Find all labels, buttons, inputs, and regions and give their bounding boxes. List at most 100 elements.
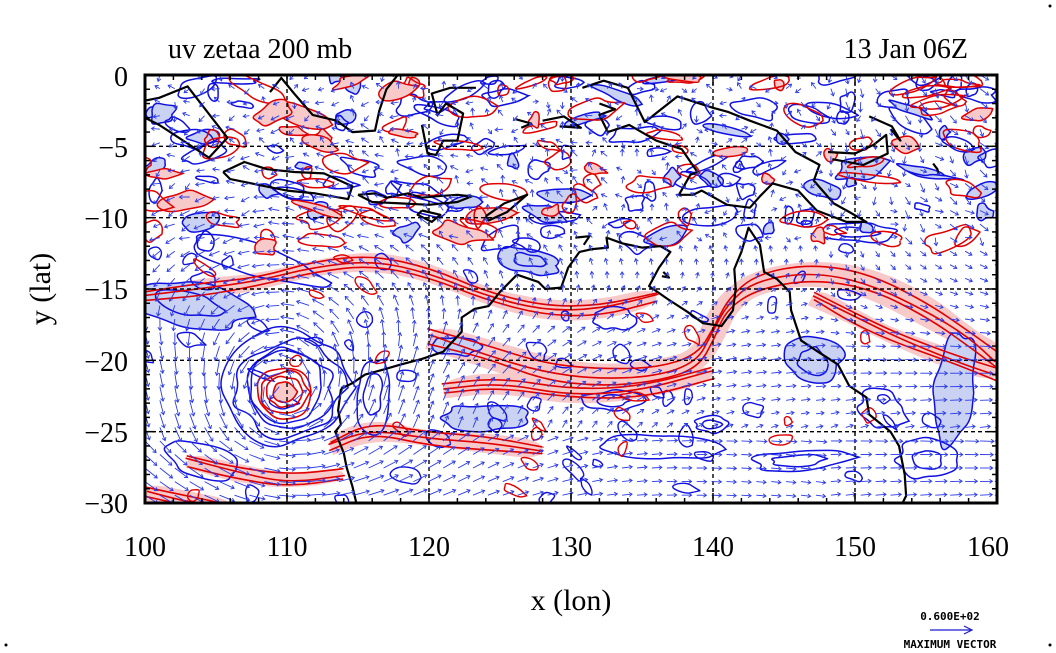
wind-vector-head bbox=[974, 370, 979, 376]
wind-vector-head bbox=[842, 120, 848, 125]
wind-vector-head bbox=[380, 77, 385, 83]
wind-vector-head bbox=[535, 325, 540, 330]
wind-vector-head bbox=[253, 194, 258, 200]
wind-vector-head bbox=[335, 433, 340, 439]
wind-vector-head bbox=[649, 271, 655, 276]
wind-vector-head bbox=[837, 383, 842, 389]
wind-vector bbox=[323, 434, 339, 442]
wind-vector bbox=[226, 180, 235, 184]
wind-vector bbox=[441, 188, 444, 198]
wind-vector bbox=[482, 244, 489, 252]
wind-vector-head bbox=[345, 414, 350, 419]
wind-vector bbox=[935, 332, 945, 334]
wind-vector bbox=[636, 493, 648, 496]
wind-vector-head bbox=[623, 421, 628, 426]
wind-vector-head bbox=[599, 113, 604, 119]
wind-vector bbox=[159, 467, 173, 479]
wind-vector bbox=[740, 217, 745, 225]
wind-vector-head bbox=[666, 95, 671, 100]
wind-vector bbox=[353, 490, 370, 496]
positive-vorticity-contour bbox=[548, 75, 576, 86]
wind-vector bbox=[512, 88, 519, 94]
negative-vorticity-contour bbox=[977, 148, 997, 169]
wind-vector-head bbox=[691, 97, 696, 102]
wind-vector bbox=[905, 291, 913, 296]
wind-vector-head bbox=[668, 422, 674, 427]
wind-vector-head bbox=[986, 330, 992, 336]
wind-vector bbox=[427, 347, 434, 360]
wind-vector-head bbox=[557, 219, 562, 224]
wind-vector-head bbox=[664, 217, 670, 222]
wind-vector-head bbox=[939, 156, 945, 161]
wind-vector-head bbox=[969, 117, 975, 122]
wind-vector bbox=[442, 334, 449, 347]
wind-vector-head bbox=[243, 130, 249, 135]
wind-vector bbox=[334, 344, 340, 360]
wind-vector-head bbox=[861, 146, 866, 151]
positive-vorticity-contour bbox=[465, 207, 521, 225]
wind-vector-head bbox=[673, 492, 678, 498]
wind-vector bbox=[377, 295, 384, 306]
wind-vector bbox=[690, 192, 697, 198]
wind-vector-head bbox=[747, 383, 752, 388]
wind-vector bbox=[439, 230, 444, 238]
wind-vector bbox=[815, 481, 826, 484]
positive-vorticity-contour bbox=[427, 280, 997, 386]
wind-vector bbox=[547, 165, 551, 171]
wind-vector-head bbox=[270, 129, 275, 135]
wind-vector bbox=[756, 440, 767, 443]
wind-vector-head bbox=[486, 295, 491, 300]
wind-vector bbox=[353, 399, 362, 415]
wind-vector-head bbox=[964, 93, 969, 98]
positive-vorticity-contour bbox=[321, 152, 370, 175]
wind-vector bbox=[860, 142, 866, 150]
wind-vector bbox=[200, 332, 206, 346]
wind-vector bbox=[213, 332, 220, 346]
wind-vector-head bbox=[891, 252, 896, 258]
wind-vector-head bbox=[837, 451, 842, 457]
wind-vector bbox=[512, 115, 519, 121]
wind-vector bbox=[398, 332, 401, 347]
wind-vector bbox=[587, 83, 593, 89]
wind-vector-head bbox=[213, 356, 219, 362]
wind-vector-head bbox=[182, 99, 188, 104]
wind-vector bbox=[591, 149, 596, 157]
wind-vector-head bbox=[152, 223, 158, 228]
negative-vorticity-contour bbox=[413, 103, 460, 128]
wind-vector bbox=[480, 167, 489, 171]
wind-vector bbox=[905, 115, 911, 125]
wind-vector bbox=[239, 237, 250, 242]
wind-vector-head bbox=[291, 413, 296, 419]
wind-vector-head bbox=[664, 202, 669, 207]
wind-vector bbox=[390, 115, 399, 119]
wind-vector bbox=[919, 223, 925, 233]
wind-vector-head bbox=[460, 374, 465, 380]
wind-vector bbox=[860, 398, 871, 401]
wind-vector-head bbox=[787, 83, 793, 88]
wind-vector bbox=[502, 364, 511, 374]
wind-vector-head bbox=[265, 290, 270, 295]
wind-vector-head bbox=[473, 416, 479, 421]
wind-vector bbox=[211, 181, 220, 184]
wind-vector bbox=[934, 183, 939, 191]
wind-vector bbox=[619, 217, 623, 225]
wind-vector bbox=[815, 218, 819, 225]
corner-marker bbox=[1048, 4, 1052, 8]
wind-vector bbox=[422, 269, 429, 279]
wind-vector-head bbox=[562, 297, 567, 303]
positive-vorticity-contour bbox=[328, 431, 544, 453]
wind-vector bbox=[830, 304, 837, 309]
wind-vector-head bbox=[754, 172, 760, 178]
negative-vorticity-contour bbox=[617, 420, 638, 442]
wind-vector-head bbox=[942, 410, 947, 416]
wind-vector-head bbox=[466, 489, 471, 494]
wind-vector-head bbox=[747, 342, 752, 348]
wind-vector-head bbox=[594, 313, 600, 318]
wind-vector bbox=[223, 291, 235, 299]
wind-vector-head bbox=[725, 198, 730, 204]
wind-vector-head bbox=[351, 356, 357, 361]
wind-vector bbox=[815, 494, 826, 497]
wind-vector bbox=[308, 436, 325, 442]
wind-vector-head bbox=[753, 245, 759, 250]
axis-ticks bbox=[144, 74, 998, 504]
